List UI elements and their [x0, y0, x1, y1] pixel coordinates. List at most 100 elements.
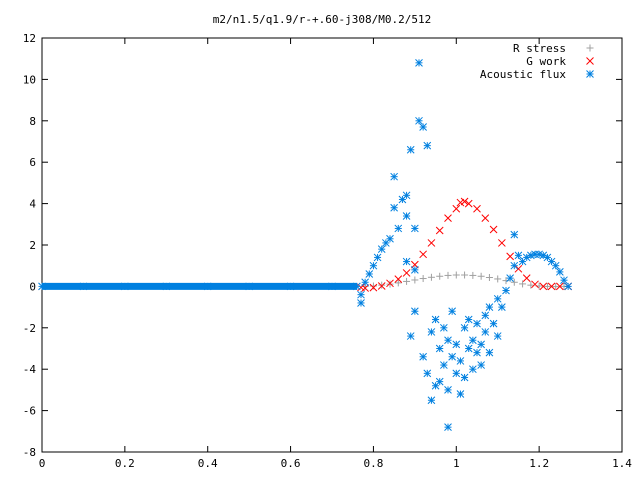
- chart-title: m2/n1.5/q1.9/r-+.60-j308/M0.2/512: [213, 13, 432, 26]
- data-point: [419, 250, 427, 259]
- data-point: [547, 282, 556, 291]
- data-point: [452, 340, 461, 349]
- x-tick-label: 1.4: [612, 457, 632, 470]
- data-point: [510, 278, 518, 286]
- data-point: [485, 273, 493, 281]
- y-tick-label: -6: [23, 405, 36, 418]
- axis-ticks: 0 0.2 0.4 0.6 0.8 1 1.2 1.4 -8 -6 -4 -2 0 2 4 6 8 10 12: [23, 32, 633, 470]
- x-tick-label: 1: [453, 457, 460, 470]
- data-point: [411, 307, 419, 316]
- data-point: [469, 271, 477, 279]
- data-point: [390, 172, 398, 181]
- data-point: [377, 282, 386, 290]
- data-point: [543, 282, 551, 290]
- y-tick-label: 2: [29, 239, 36, 252]
- data-point: [377, 245, 386, 253]
- data-point: [369, 283, 378, 292]
- x-tick-label: 0.6: [281, 457, 301, 470]
- data-point: [456, 390, 465, 398]
- data-point: [448, 307, 456, 316]
- data-point: [382, 239, 390, 247]
- x-tick-label: 0.4: [198, 457, 218, 470]
- y-tick-label: -8: [23, 446, 36, 459]
- data-point: [435, 377, 444, 386]
- data-point: [510, 230, 519, 239]
- data-point: [378, 281, 386, 289]
- x-tick-label: 0: [39, 457, 46, 470]
- y-tick-label: 4: [29, 198, 36, 211]
- legend-label: G work: [526, 55, 566, 68]
- y-tick-label: 12: [23, 32, 36, 45]
- y-tick-label: 6: [29, 156, 36, 169]
- data-point: [435, 226, 444, 235]
- data-point: [485, 348, 494, 357]
- data-point: [448, 352, 456, 361]
- data-point: [498, 239, 506, 247]
- data-point: [411, 265, 419, 274]
- data-point: [560, 276, 568, 285]
- data-point: [460, 197, 469, 206]
- data-point: [386, 234, 394, 243]
- data-point: [452, 271, 460, 279]
- data-point: [469, 365, 477, 374]
- legend-marker: [586, 57, 594, 65]
- data-point: [522, 274, 531, 282]
- data-point: [556, 282, 564, 291]
- legend-label: Acoustic flux: [480, 68, 566, 81]
- data-point: [477, 361, 485, 369]
- data-point: [423, 369, 432, 378]
- data-point: [402, 212, 411, 220]
- data-point: [551, 261, 560, 270]
- series-2: [38, 58, 572, 432]
- data-point: [477, 272, 485, 280]
- data-point: [464, 315, 473, 324]
- data-point: [452, 204, 461, 213]
- data-point: [552, 283, 560, 291]
- data-point: [498, 303, 506, 311]
- data-point: [502, 286, 510, 295]
- y-tick-label: -4: [23, 363, 37, 376]
- data-point: [411, 224, 419, 233]
- y-tick-label: -2: [23, 322, 36, 335]
- data-point: [436, 272, 444, 280]
- data-point: [464, 199, 473, 208]
- data-point: [527, 281, 535, 289]
- data-point: [564, 282, 572, 291]
- data-point: [481, 214, 490, 222]
- data-point: [481, 328, 490, 336]
- data-point: [427, 273, 435, 281]
- x-tick-label: 0.2: [115, 457, 135, 470]
- x-tick-label: 1.2: [529, 457, 549, 470]
- data-point: [444, 423, 452, 432]
- series-layer: [38, 58, 572, 432]
- data-point: [419, 352, 427, 361]
- data-point: [357, 290, 365, 299]
- data-point: [402, 269, 411, 277]
- data-point: [506, 274, 514, 282]
- data-point: [361, 284, 369, 292]
- data-point: [444, 336, 452, 345]
- data-point: [427, 396, 436, 405]
- data-point: [444, 386, 452, 394]
- data-point: [386, 280, 394, 288]
- data-point: [357, 299, 365, 307]
- data-point: [514, 251, 523, 260]
- data-point: [493, 332, 502, 340]
- data-point: [464, 344, 473, 353]
- data-point: [390, 203, 398, 212]
- data-point: [435, 344, 444, 353]
- data-point: [485, 303, 494, 311]
- legend-marker: [586, 44, 594, 52]
- data-point: [406, 332, 415, 340]
- data-point: [489, 319, 498, 328]
- data-point: [477, 340, 485, 349]
- data-point: [473, 348, 481, 357]
- data-point: [361, 278, 369, 287]
- data-point: [444, 214, 452, 222]
- data-point: [394, 275, 403, 284]
- data-point: [365, 270, 374, 278]
- data-point: [394, 279, 402, 287]
- plot-frame: [41, 37, 623, 453]
- data-point: [510, 261, 519, 270]
